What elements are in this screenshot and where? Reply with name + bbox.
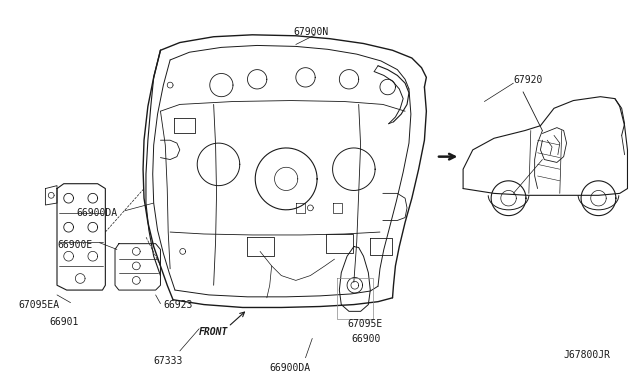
Text: 67900N: 67900N	[293, 27, 328, 37]
Text: 67333: 67333	[154, 356, 183, 366]
Text: 67095EA: 67095EA	[19, 300, 60, 310]
Text: FRONT: FRONT	[199, 327, 228, 337]
Text: 66900DA: 66900DA	[76, 208, 118, 218]
Text: 66900E: 66900E	[57, 240, 92, 250]
Text: 66923: 66923	[163, 300, 193, 310]
Text: 67095E: 67095E	[347, 319, 382, 329]
Text: 66900: 66900	[351, 334, 380, 344]
Text: 67920: 67920	[513, 76, 543, 86]
Text: J67800JR: J67800JR	[563, 350, 610, 360]
Text: 66900DA: 66900DA	[269, 363, 311, 372]
Text: 66901: 66901	[49, 317, 79, 327]
